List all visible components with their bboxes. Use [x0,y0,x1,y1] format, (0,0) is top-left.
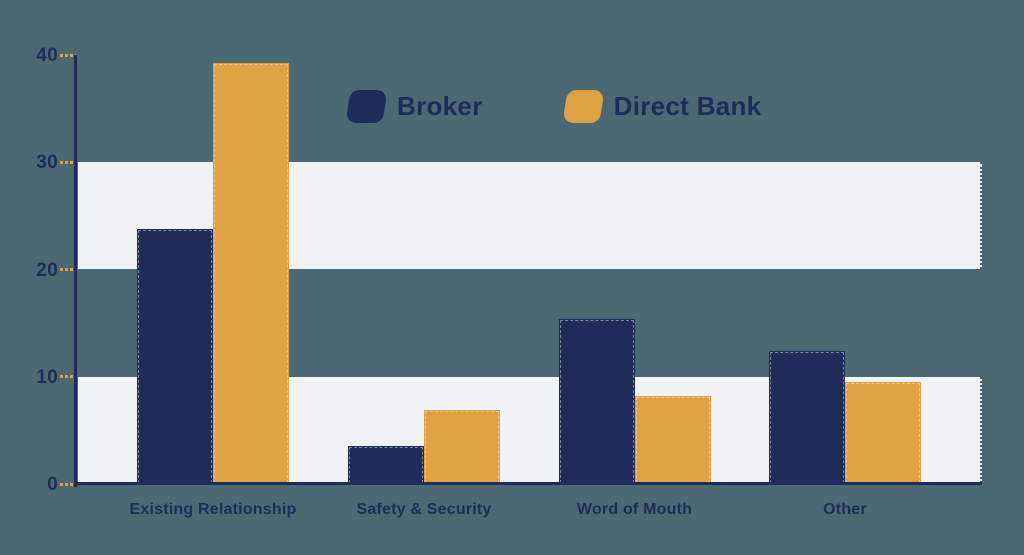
y-tick-10 [60,375,76,379]
legend-label-direct-bank: Direct Bank [613,91,762,121]
y-tick-40 [60,53,76,57]
x-category-label-word-of-mouth: Word of Mouth [576,501,693,518]
broker-swatch-icon [345,90,388,123]
legend-label-broker: Broker [397,91,483,121]
y-tick-label-20: 20 [36,259,58,281]
bar-broker-safety-security [348,446,424,484]
y-tick-label-30: 30 [36,152,58,174]
y-tick-0 [60,482,76,486]
y-tick-label-0: 0 [47,474,58,495]
bar-direct-bank-existing-relationship [213,62,289,484]
bar-direct-bank-safety-security [424,409,500,484]
bar-broker-existing-relationship [137,228,213,484]
bar-direct-bank-word-of-mouth [634,396,711,484]
y-tick-30 [60,160,76,164]
legend: Broker Direct Bank [345,90,762,123]
x-category-label-safety-security: Safety & Security [356,501,492,518]
x-category-label-other: Other [823,501,867,518]
bar-broker-word-of-mouth [558,318,635,484]
y-tick-20 [60,268,76,271]
direct-bank-swatch-icon [562,90,605,123]
bar-broker-other [769,351,845,484]
y-axis-line [74,55,77,487]
y-tick-label-10: 10 [36,366,58,388]
x-axis-line [74,482,982,485]
legend-item-direct-bank: Direct Bank [562,90,762,123]
bar-direct-bank-other [845,382,921,484]
x-category-label-existing-relationship: Existing Relationship [129,501,297,518]
y-tick-label-40: 40 [36,45,58,66]
legend-item-broker: Broker [345,90,483,123]
